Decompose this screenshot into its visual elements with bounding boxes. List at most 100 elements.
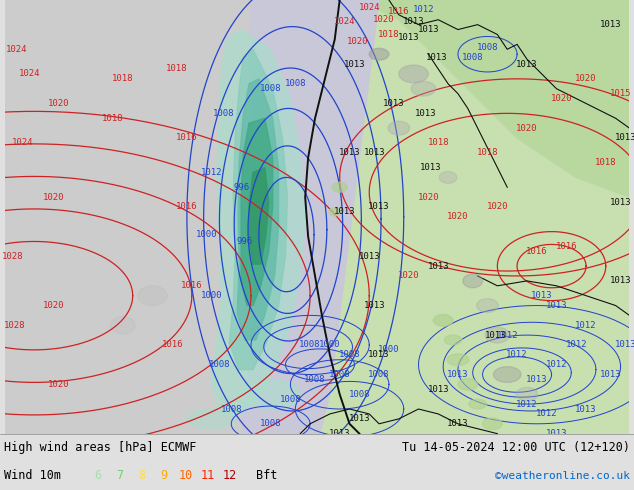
Ellipse shape	[110, 317, 135, 334]
Polygon shape	[249, 168, 269, 264]
Text: Tu 14-05-2024 12:00 UTC (12+120): Tu 14-05-2024 12:00 UTC (12+120)	[402, 441, 630, 454]
Text: 1020: 1020	[347, 37, 368, 46]
Text: 1013: 1013	[383, 99, 404, 108]
Text: High wind areas [hPa] ECMWF: High wind areas [hPa] ECMWF	[4, 441, 197, 454]
Text: 1020: 1020	[487, 202, 508, 212]
Text: 1008: 1008	[299, 341, 321, 349]
Text: 1024: 1024	[18, 70, 40, 78]
Text: 1012: 1012	[201, 168, 223, 177]
Polygon shape	[310, 0, 630, 434]
Text: 1016: 1016	[176, 133, 198, 143]
Text: 1016: 1016	[388, 7, 410, 16]
Text: 1013: 1013	[344, 60, 365, 69]
Text: 1000: 1000	[378, 345, 399, 354]
Text: 1012: 1012	[575, 321, 597, 330]
Text: 1018: 1018	[378, 30, 399, 39]
Text: 1008: 1008	[304, 375, 326, 384]
Ellipse shape	[411, 81, 436, 96]
Ellipse shape	[439, 172, 457, 183]
Text: 11: 11	[201, 469, 215, 483]
Text: 1008: 1008	[477, 43, 498, 52]
Text: 1008: 1008	[260, 419, 281, 428]
Ellipse shape	[469, 399, 486, 409]
Polygon shape	[237, 79, 278, 340]
Text: 6: 6	[94, 469, 101, 483]
Text: 1008: 1008	[212, 109, 234, 118]
Text: 1016: 1016	[176, 202, 198, 212]
Text: 1018: 1018	[595, 158, 616, 167]
Polygon shape	[349, 0, 630, 197]
Text: 1013: 1013	[427, 262, 449, 270]
Ellipse shape	[241, 379, 301, 409]
Text: 1024: 1024	[334, 17, 355, 26]
Ellipse shape	[399, 65, 429, 83]
Text: 1013: 1013	[600, 20, 621, 29]
Text: 1020: 1020	[551, 94, 572, 103]
Text: 1020: 1020	[516, 123, 538, 133]
Polygon shape	[4, 0, 315, 434]
Text: 1013: 1013	[415, 109, 436, 118]
Text: 1013: 1013	[484, 331, 506, 340]
Text: 996: 996	[233, 183, 249, 192]
Text: 1013: 1013	[420, 163, 441, 172]
Text: 1013: 1013	[403, 17, 424, 26]
Text: 1024: 1024	[11, 138, 33, 147]
Text: 1008: 1008	[285, 79, 306, 88]
Ellipse shape	[369, 49, 389, 60]
Text: 1013: 1013	[363, 148, 385, 157]
Text: 1013: 1013	[516, 60, 538, 69]
Text: 1008: 1008	[280, 394, 301, 404]
Text: 1012: 1012	[496, 331, 518, 340]
Text: 1008: 1008	[221, 405, 242, 414]
Ellipse shape	[485, 327, 510, 343]
Text: 1016: 1016	[526, 247, 548, 256]
Text: 1008: 1008	[329, 370, 351, 379]
Text: 1013: 1013	[349, 415, 370, 423]
Text: 1008: 1008	[260, 84, 281, 93]
Text: 1024: 1024	[6, 45, 27, 54]
Text: 1008: 1008	[462, 52, 484, 62]
Text: 1013: 1013	[575, 405, 597, 414]
Text: 1018: 1018	[112, 74, 134, 83]
Text: 1000: 1000	[319, 341, 340, 349]
Text: 1020: 1020	[447, 212, 469, 221]
Text: 8: 8	[138, 469, 146, 483]
Text: Bft: Bft	[256, 469, 278, 483]
Text: 1013: 1013	[329, 429, 351, 438]
Text: 1013: 1013	[610, 197, 631, 207]
Text: 1000: 1000	[201, 291, 223, 300]
Text: 1013: 1013	[339, 148, 360, 157]
Text: 1020: 1020	[43, 193, 65, 201]
Text: 1013: 1013	[358, 252, 380, 261]
Text: 1020: 1020	[418, 193, 439, 201]
Ellipse shape	[187, 409, 236, 429]
Text: 1016: 1016	[162, 341, 183, 349]
Ellipse shape	[516, 387, 538, 401]
Text: 1020: 1020	[373, 15, 395, 24]
Text: 1016: 1016	[555, 242, 577, 251]
Ellipse shape	[447, 354, 469, 366]
Text: 1013: 1013	[600, 370, 621, 379]
Text: 1012: 1012	[546, 360, 567, 369]
Ellipse shape	[433, 315, 453, 326]
Text: 1013: 1013	[531, 291, 552, 300]
Text: 1013: 1013	[425, 52, 447, 62]
Polygon shape	[241, 118, 273, 306]
Ellipse shape	[482, 418, 502, 430]
Text: 9: 9	[160, 469, 167, 483]
Text: 1020: 1020	[398, 271, 420, 280]
Text: 1013: 1013	[526, 375, 548, 384]
Ellipse shape	[138, 286, 167, 306]
Text: 1012: 1012	[566, 341, 587, 349]
Text: 1013: 1013	[610, 276, 631, 285]
Text: 7: 7	[117, 469, 124, 483]
Text: 1013: 1013	[418, 25, 439, 34]
Ellipse shape	[463, 274, 482, 288]
Text: Wind 10m: Wind 10m	[4, 469, 61, 483]
Text: 1008: 1008	[209, 360, 230, 369]
Text: 1018: 1018	[166, 65, 188, 74]
Polygon shape	[280, 0, 630, 434]
Text: 1013: 1013	[615, 341, 634, 349]
Ellipse shape	[329, 208, 340, 216]
Text: 1013: 1013	[546, 301, 567, 310]
